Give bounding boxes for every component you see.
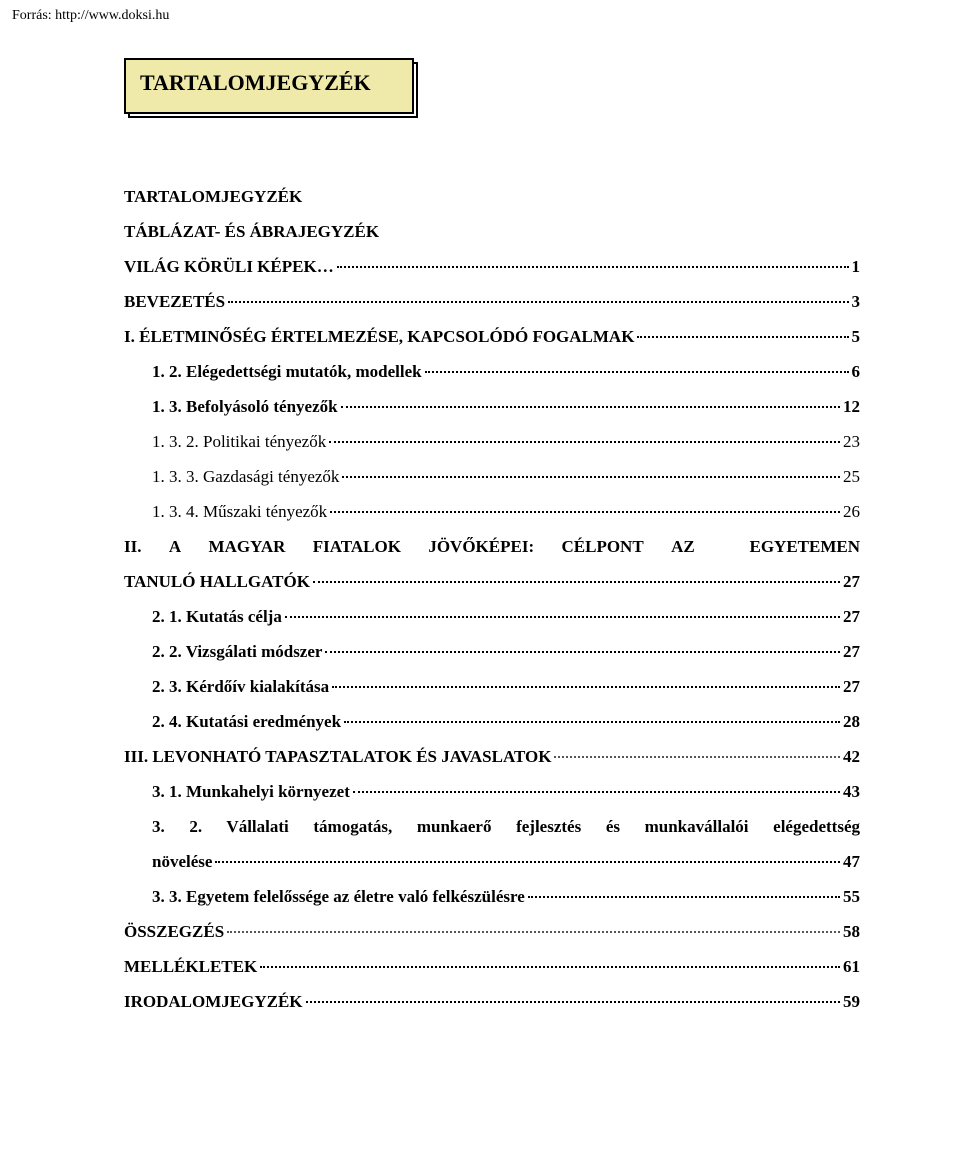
toc-page-number: 26 [843,503,860,520]
toc-page-number: 27 [843,608,860,625]
toc-label: 1. 3. 4. Műszaki tényezők [152,503,327,520]
toc-leader-dots [329,441,840,443]
toc-label: 1. 3. 2. Politikai tényezők [152,433,326,450]
toc-leader-dots [344,721,840,723]
toc-label: TÁBLÁZAT- ÉS ÁBRAJEGYZÉK [124,223,379,240]
content-area: TARTALOMJEGYZÉK TARTALOMJEGYZÉK TÁBLÁZAT-… [12,58,948,1010]
toc-label: MELLÉKLETEK [124,958,257,975]
toc-row: I. ÉLETMINŐSÉG ÉRTELMEZÉSE, KAPCSOLÓDÓ F… [124,328,860,345]
toc-row: 1. 3. 2. Politikai tényezők 23 [124,433,860,450]
toc-row: II. A MAGYAR FIATALOK JÖVŐKÉPEI: CÉLPONT… [124,538,860,590]
toc-label: 2. 2. Vizsgálati módszer [152,643,322,660]
toc-row: 1. 2. Elégedettségi mutatók, modellek 6 [124,363,860,380]
toc-row: BEVEZETÉS 3 [124,293,860,310]
toc-label: BEVEZETÉS [124,293,225,310]
toc-page-number: 42 [843,748,860,765]
toc-leader-dots [637,336,848,338]
source-url: Forrás: http://www.doksi.hu [12,8,948,24]
toc-row: 2. 1. Kutatás célja 27 [124,608,860,625]
toc-leader-dots [342,476,840,478]
toc-label: 2. 4. Kutatási eredmények [152,713,341,730]
toc-leader-dots [332,686,840,688]
toc-leader-dots [325,651,840,653]
toc-row: 1. 3. 3. Gazdasági tényezők 25 [124,468,860,485]
toc-row: ÖSSZEGZÉS 58 [124,923,860,940]
toc-row: VILÁG KÖRÜLI KÉPEK… 1 [124,258,860,275]
toc-leader-dots [215,861,840,863]
toc-label: I. ÉLETMINŐSÉG ÉRTELMEZÉSE, KAPCSOLÓDÓ F… [124,328,634,345]
toc-row: IRODALOMJEGYZÉK 59 [124,993,860,1010]
toc-page-number: 28 [843,713,860,730]
page: Forrás: http://www.doksi.hu TARTALOMJEGY… [0,0,960,1163]
toc-label-line-wrap: TANULÓ HALLGATÓK 27 [124,573,860,590]
toc-leader-dots [337,266,849,268]
toc-row: 2. 3. Kérdőív kialakítása 27 [124,678,860,695]
toc-label: II. A MAGYAR FIATALOK JÖVŐKÉPEI: CÉLPONT… [124,538,860,590]
toc-page-number: 6 [852,363,861,380]
toc-leader-dots [554,756,840,758]
toc-page-number: 27 [843,573,860,590]
toc-label-line: 3. 2. Vállalati támogatás, munkaerő fejl… [152,818,860,835]
toc-row: 3. 2. Vállalati támogatás, munkaerő fejl… [124,818,860,870]
toc-row: 3. 3. Egyetem felelőssége az életre való… [124,888,860,905]
toc-page-number: 27 [843,678,860,695]
toc-page-number: 59 [843,993,860,1010]
toc-label: IRODALOMJEGYZÉK [124,993,303,1010]
toc-label: 2. 3. Kérdőív kialakítása [152,678,329,695]
toc-leader-dots [425,371,849,373]
toc-row: 1. 3. 4. Műszaki tényezők 26 [124,503,860,520]
toc-label: VILÁG KÖRÜLI KÉPEK… [124,258,334,275]
toc-page-number: 61 [843,958,860,975]
toc-label: 3. 2. Vállalati támogatás, munkaerő fejl… [152,818,860,870]
toc-row: 1. 3. Befolyásoló tényezők 12 [124,398,860,415]
toc-row: 2. 2. Vizsgálati módszer 27 [124,643,860,660]
toc-page-number: 27 [843,643,860,660]
table-of-contents: TARTALOMJEGYZÉK TÁBLÁZAT- ÉS ÁBRAJEGYZÉK V… [124,188,860,1010]
toc-page-number: 1 [852,258,861,275]
toc-page-number: 55 [843,888,860,905]
toc-leader-dots [528,896,840,898]
toc-label-line-wrap: növelése 47 [152,853,860,870]
toc-leader-dots [306,1001,840,1003]
toc-row: TARTALOMJEGYZÉK [124,188,860,205]
toc-label-line: növelése [152,853,212,870]
toc-label: 3. 1. Munkahelyi környezet [152,783,350,800]
page-title: TARTALOMJEGYZÉK [140,70,371,95]
toc-label-line: II. A MAGYAR FIATALOK JÖVŐKÉPEI: CÉLPONT… [124,538,860,555]
toc-label: 1. 3. Befolyásoló tényezők [152,398,338,415]
toc-label: ÖSSZEGZÉS [124,923,224,940]
toc-row: TÁBLÁZAT- ÉS ÁBRAJEGYZÉK [124,223,860,240]
toc-row: III. LEVONHATÓ TAPASZTALATOK ÉS JAVASLAT… [124,748,860,765]
toc-page-number: 25 [843,468,860,485]
toc-page-number: 12 [843,398,860,415]
toc-page-number: 23 [843,433,860,450]
title-box: TARTALOMJEGYZÉK [124,58,414,114]
toc-row: MELLÉKLETEK 61 [124,958,860,975]
toc-row: 3. 1. Munkahelyi környezet 43 [124,783,860,800]
toc-label: TARTALOMJEGYZÉK [124,188,302,205]
toc-label: 2. 1. Kutatás célja [152,608,282,625]
toc-leader-dots [227,931,840,933]
toc-leader-dots [228,301,848,303]
toc-label: 3. 3. Egyetem felelőssége az életre való… [152,888,525,905]
toc-page-number: 3 [852,293,861,310]
toc-label-line: TANULÓ HALLGATÓK [124,573,310,590]
toc-page-number: 47 [843,853,860,870]
toc-label: III. LEVONHATÓ TAPASZTALATOK ÉS JAVASLAT… [124,748,551,765]
toc-leader-dots [313,581,840,583]
toc-leader-dots [353,791,840,793]
toc-leader-dots [285,616,840,618]
toc-page-number: 58 [843,923,860,940]
toc-page-number: 5 [852,328,861,345]
toc-leader-dots [330,511,840,513]
toc-page-number: 43 [843,783,860,800]
toc-leader-dots [341,406,840,408]
toc-label: 1. 3. 3. Gazdasági tényezők [152,468,339,485]
toc-row: 2. 4. Kutatási eredmények 28 [124,713,860,730]
toc-label: 1. 2. Elégedettségi mutatók, modellek [152,363,422,380]
toc-leader-dots [260,966,840,968]
